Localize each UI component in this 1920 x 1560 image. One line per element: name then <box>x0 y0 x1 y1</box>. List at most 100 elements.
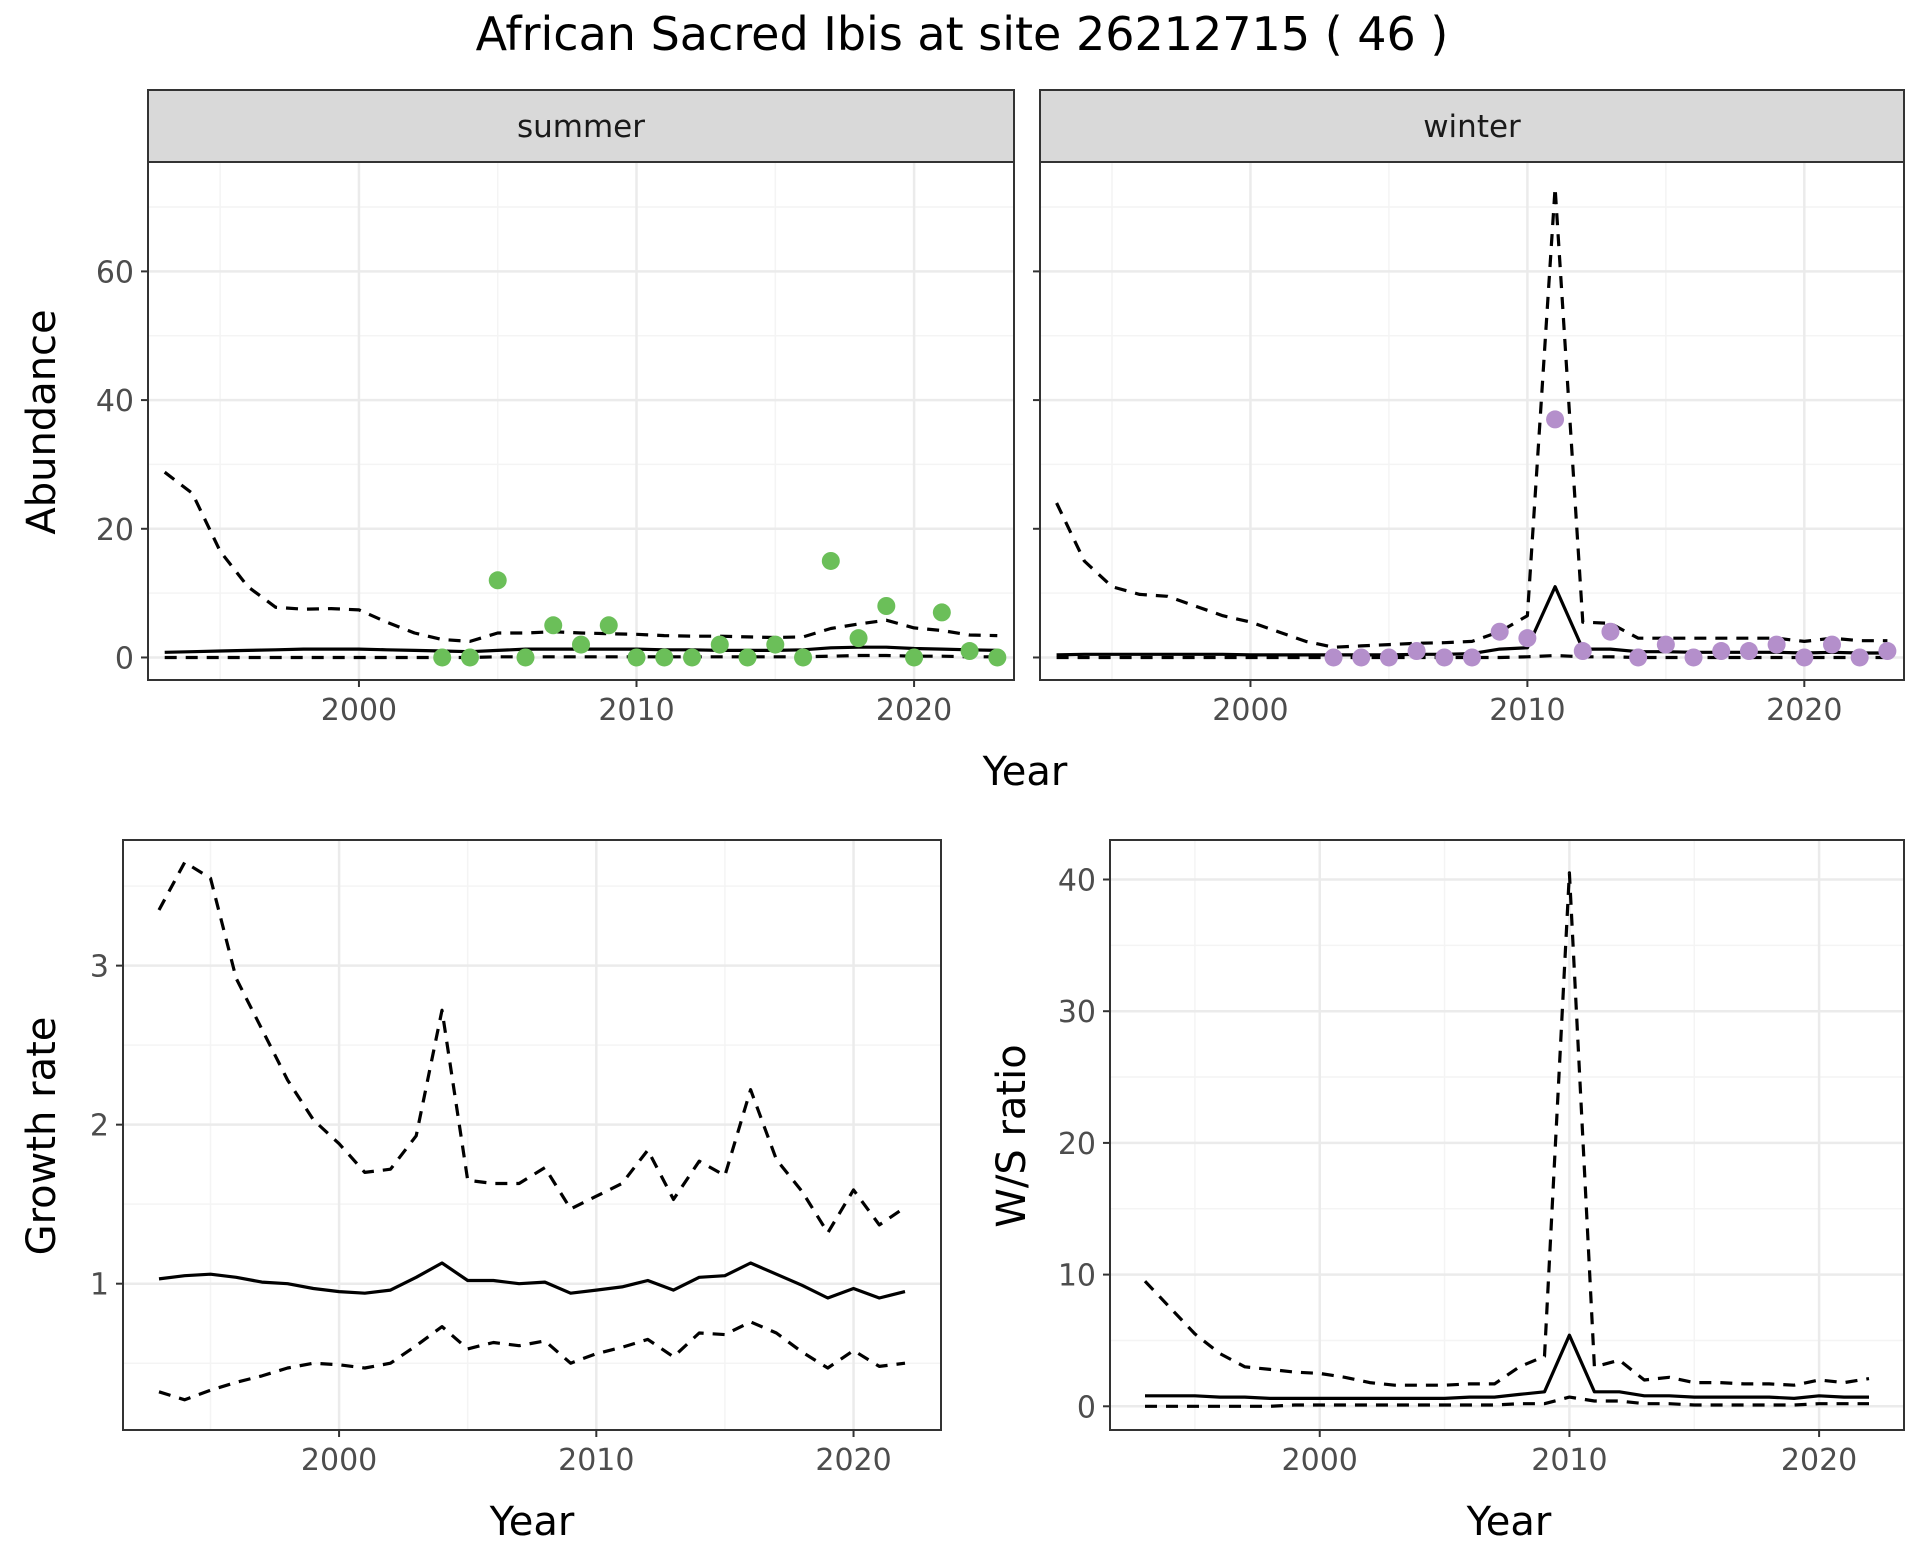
data-point <box>794 648 813 667</box>
data-point <box>821 551 840 570</box>
data-point <box>627 648 646 667</box>
x-tick-label: 2020 <box>876 693 952 728</box>
data-point <box>1573 642 1592 661</box>
plot-summer: 0 20 40 60 2000 2010 2020 <box>96 161 1015 728</box>
data-point <box>988 648 1007 667</box>
data-point <box>1490 622 1509 641</box>
plot-ws-ratio: 0 10 20 30 40 2000 2010 2020 <box>1058 839 1905 1478</box>
data-point <box>1463 648 1481 667</box>
data-point <box>849 629 868 648</box>
data-point <box>905 648 924 667</box>
data-point <box>1379 648 1398 667</box>
y-tick-label: 20 <box>96 513 134 548</box>
panel-growth-rate: 1 2 3 2000 2010 2020 Year Growth rate <box>19 839 942 1545</box>
plot-background <box>1110 840 1904 1430</box>
data-point <box>1684 648 1703 667</box>
data-point <box>960 642 979 661</box>
data-point <box>1324 648 1343 667</box>
x-tick-label: 2000 <box>1212 693 1288 728</box>
data-point <box>1546 410 1565 429</box>
y-tick-label: 2 <box>90 1109 109 1144</box>
plot-winter: 2000 2010 2020 <box>1033 161 1905 728</box>
data-point <box>544 616 563 635</box>
panel-winter: winter 2000 2010 2020 <box>1033 89 1905 728</box>
plot-background <box>123 840 941 1430</box>
strip-summer <box>147 89 1015 163</box>
x-tick-label: 2010 <box>558 1443 634 1478</box>
data-point <box>1601 622 1620 641</box>
series-line-mean <box>158 1261 906 1300</box>
plot-background <box>1040 162 1904 680</box>
y-tick-label: 40 <box>1058 864 1096 899</box>
series-line-mean <box>1145 1333 1869 1401</box>
x-tick-label: 2010 <box>1489 693 1565 728</box>
data-point <box>488 571 507 590</box>
series-line-lower <box>158 1320 906 1402</box>
plot-growth-rate: 1 2 3 2000 2010 2020 <box>90 839 942 1478</box>
x-axis-title-growth: Year <box>489 1499 575 1545</box>
panel-ws-ratio: 0 10 20 30 40 2000 2010 2020 Year W/S ratio <box>989 839 1905 1545</box>
x-tick-label: 2000 <box>301 1443 377 1478</box>
plot-border <box>122 839 942 1431</box>
x-tick-label: 2020 <box>815 1443 891 1478</box>
strip-label-summer: summer <box>517 109 645 145</box>
x-tick-label: 2000 <box>1282 1443 1358 1478</box>
data-point <box>572 635 590 654</box>
x-axis-title-ws: Year <box>1466 1499 1552 1545</box>
x-tick-label: 2000 <box>321 693 397 728</box>
x-axis-title-top: Year <box>982 749 1068 795</box>
y-tick-label: 1 <box>90 1268 109 1303</box>
data-point <box>1878 642 1897 661</box>
data-point <box>1629 648 1648 667</box>
data-point <box>683 648 702 667</box>
series-line-upper <box>157 860 906 1235</box>
data-point <box>1823 635 1841 654</box>
y-tick-label: 0 <box>115 641 134 676</box>
data-point <box>655 648 674 667</box>
data-point <box>1712 642 1731 661</box>
series-line-lower <box>1145 1395 1869 1408</box>
data-point <box>932 603 951 622</box>
data-point <box>1795 648 1814 667</box>
series-line-upper <box>1143 871 1870 1387</box>
y-tick-label: 3 <box>90 950 109 985</box>
y-tick-label: 60 <box>96 255 134 290</box>
x-tick-label: 2010 <box>598 693 674 728</box>
data-point <box>1435 648 1454 667</box>
series-line-upper <box>163 470 998 644</box>
y-tick-label: 20 <box>1058 1127 1096 1162</box>
series-line-lower <box>164 653 998 660</box>
series-line-upper <box>1055 186 1888 649</box>
data-point <box>1656 635 1675 654</box>
plot-border <box>1039 161 1905 681</box>
data-point <box>1518 629 1537 648</box>
y-axis-title-growth: Growth rate <box>19 1017 65 1256</box>
y-tick-label: 10 <box>1058 1259 1096 1294</box>
y-axis-title-ws: W/S ratio <box>989 1044 1035 1227</box>
data-point <box>1352 648 1371 667</box>
x-tick-label: 2020 <box>1766 693 1842 728</box>
data-point <box>516 648 535 667</box>
data-point <box>1739 642 1758 661</box>
data-point <box>460 648 479 667</box>
data-point <box>766 635 785 654</box>
y-tick-label: 30 <box>1058 995 1096 1030</box>
data-point <box>433 648 452 667</box>
data-point <box>599 616 618 635</box>
y-tick-label: 0 <box>1077 1390 1096 1425</box>
strip-winter <box>1039 89 1905 163</box>
x-tick-label: 2010 <box>1531 1443 1607 1478</box>
y-axis-title-abundance: Abundance <box>19 309 65 534</box>
y-tick-label: 40 <box>96 384 134 419</box>
data-point <box>1767 635 1786 654</box>
panel-summer: summer 0 20 40 60 2000 2010 2020 <box>96 89 1015 728</box>
data-point <box>1850 648 1869 667</box>
plot-border <box>1109 839 1905 1431</box>
plot-border <box>147 161 1015 681</box>
x-tick-label: 2020 <box>1781 1443 1857 1478</box>
data-point <box>1407 642 1426 661</box>
data-point <box>738 648 757 667</box>
data-point <box>710 635 729 654</box>
data-point <box>877 597 896 615</box>
